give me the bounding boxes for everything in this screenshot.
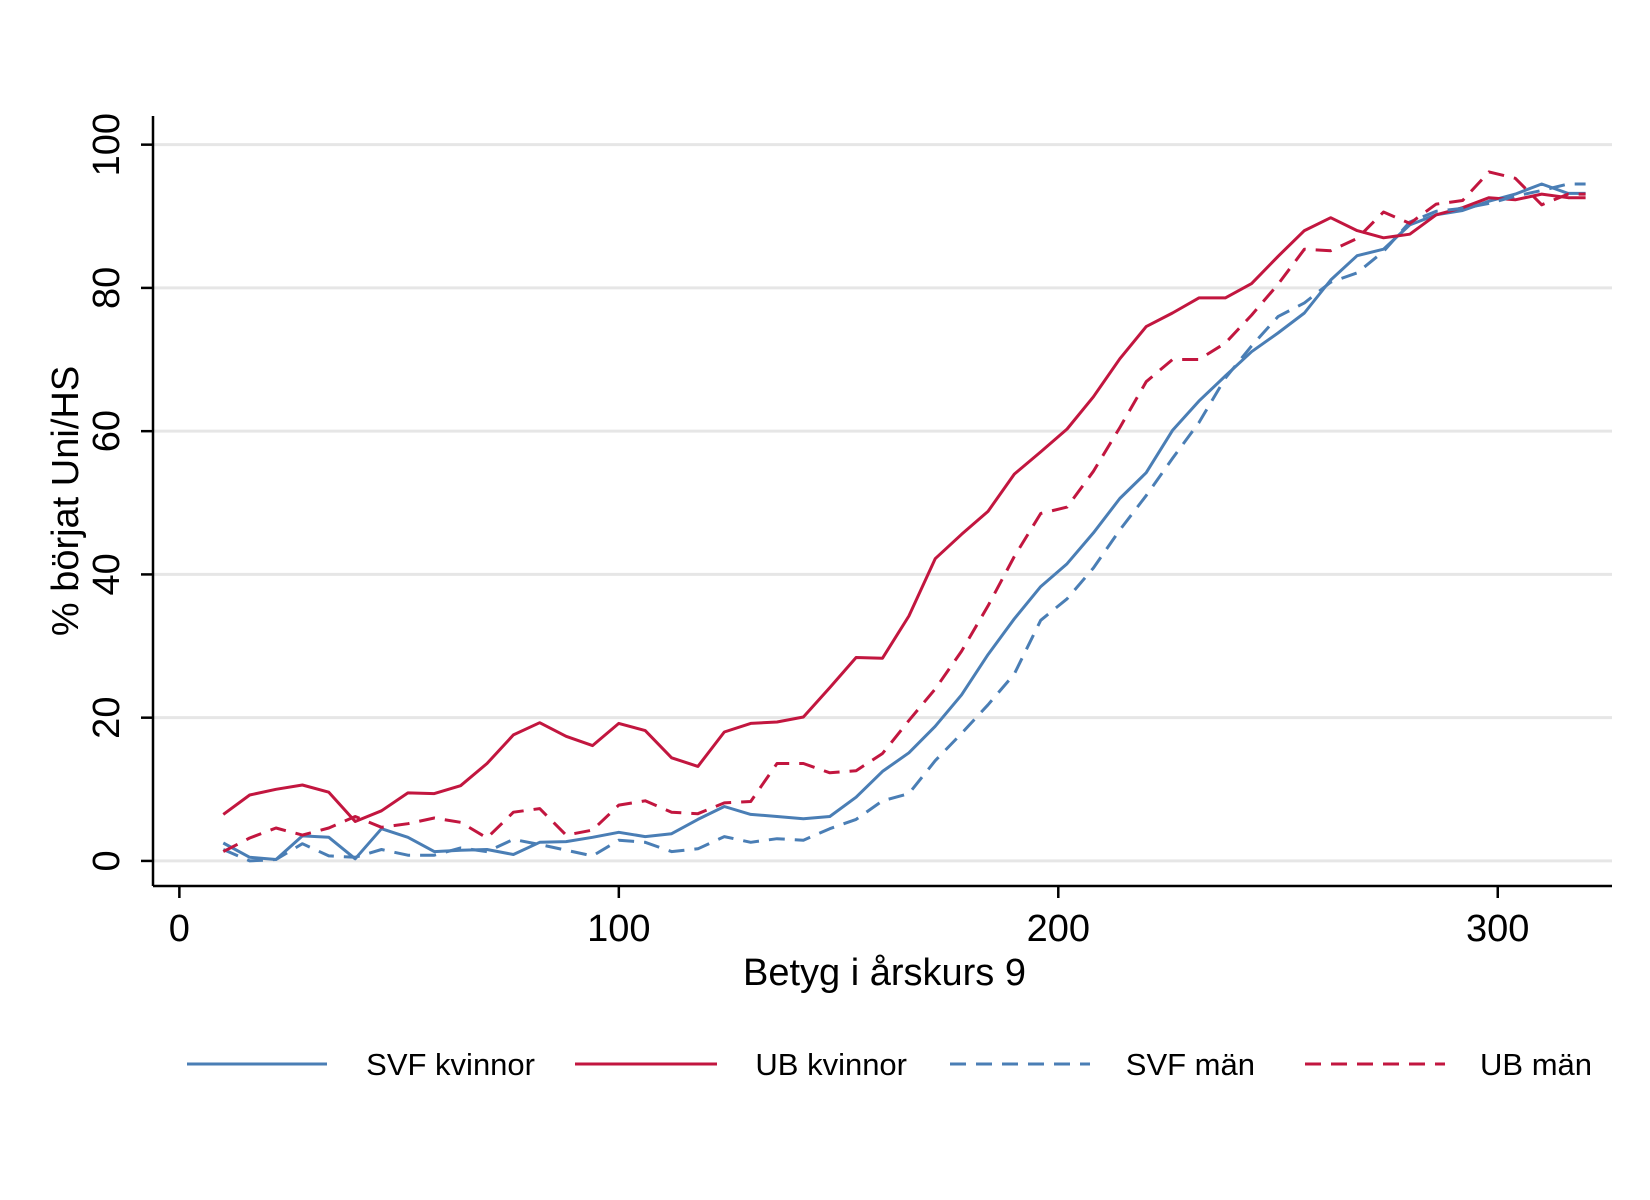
legend-label: SVF män [1126,1047,1255,1082]
y-tick-label: 80 [86,267,128,309]
series-line-ub-man [222,170,1586,853]
x-tick-label: 0 [169,908,190,950]
x-tick-label: 200 [1027,908,1090,950]
series-line-svf-man [222,182,1586,863]
y-tick-label: 20 [86,697,128,739]
y-tick-label: 100 [86,113,128,176]
x-tick-label: 100 [587,908,650,950]
y-tick-label: 0 [86,850,128,871]
legend-label: UB män [1480,1047,1592,1082]
y-axis-title: % börjat Uni/HS [45,366,87,636]
gridlines [154,143,1612,863]
y-tick-label: 60 [86,410,128,452]
series-line-ub-kvinnor [222,192,1586,823]
y-tick-label: 40 [86,553,128,595]
series-lines [222,170,1586,863]
tick-marks: 0 100 200 300 0 20 40 60 80 100 [86,113,1529,950]
axes [151,116,1612,888]
legend-label: UB kvinnor [755,1047,907,1082]
x-tick-label: 300 [1466,908,1529,950]
series-line-svf-kvinnor [222,182,1586,861]
legend: SVF kvinnor UB kvinnor SVF män UB män [187,1047,1592,1082]
x-axis-title: Betyg i årskurs 9 [743,952,1026,994]
legend-label: SVF kvinnor [366,1047,535,1082]
